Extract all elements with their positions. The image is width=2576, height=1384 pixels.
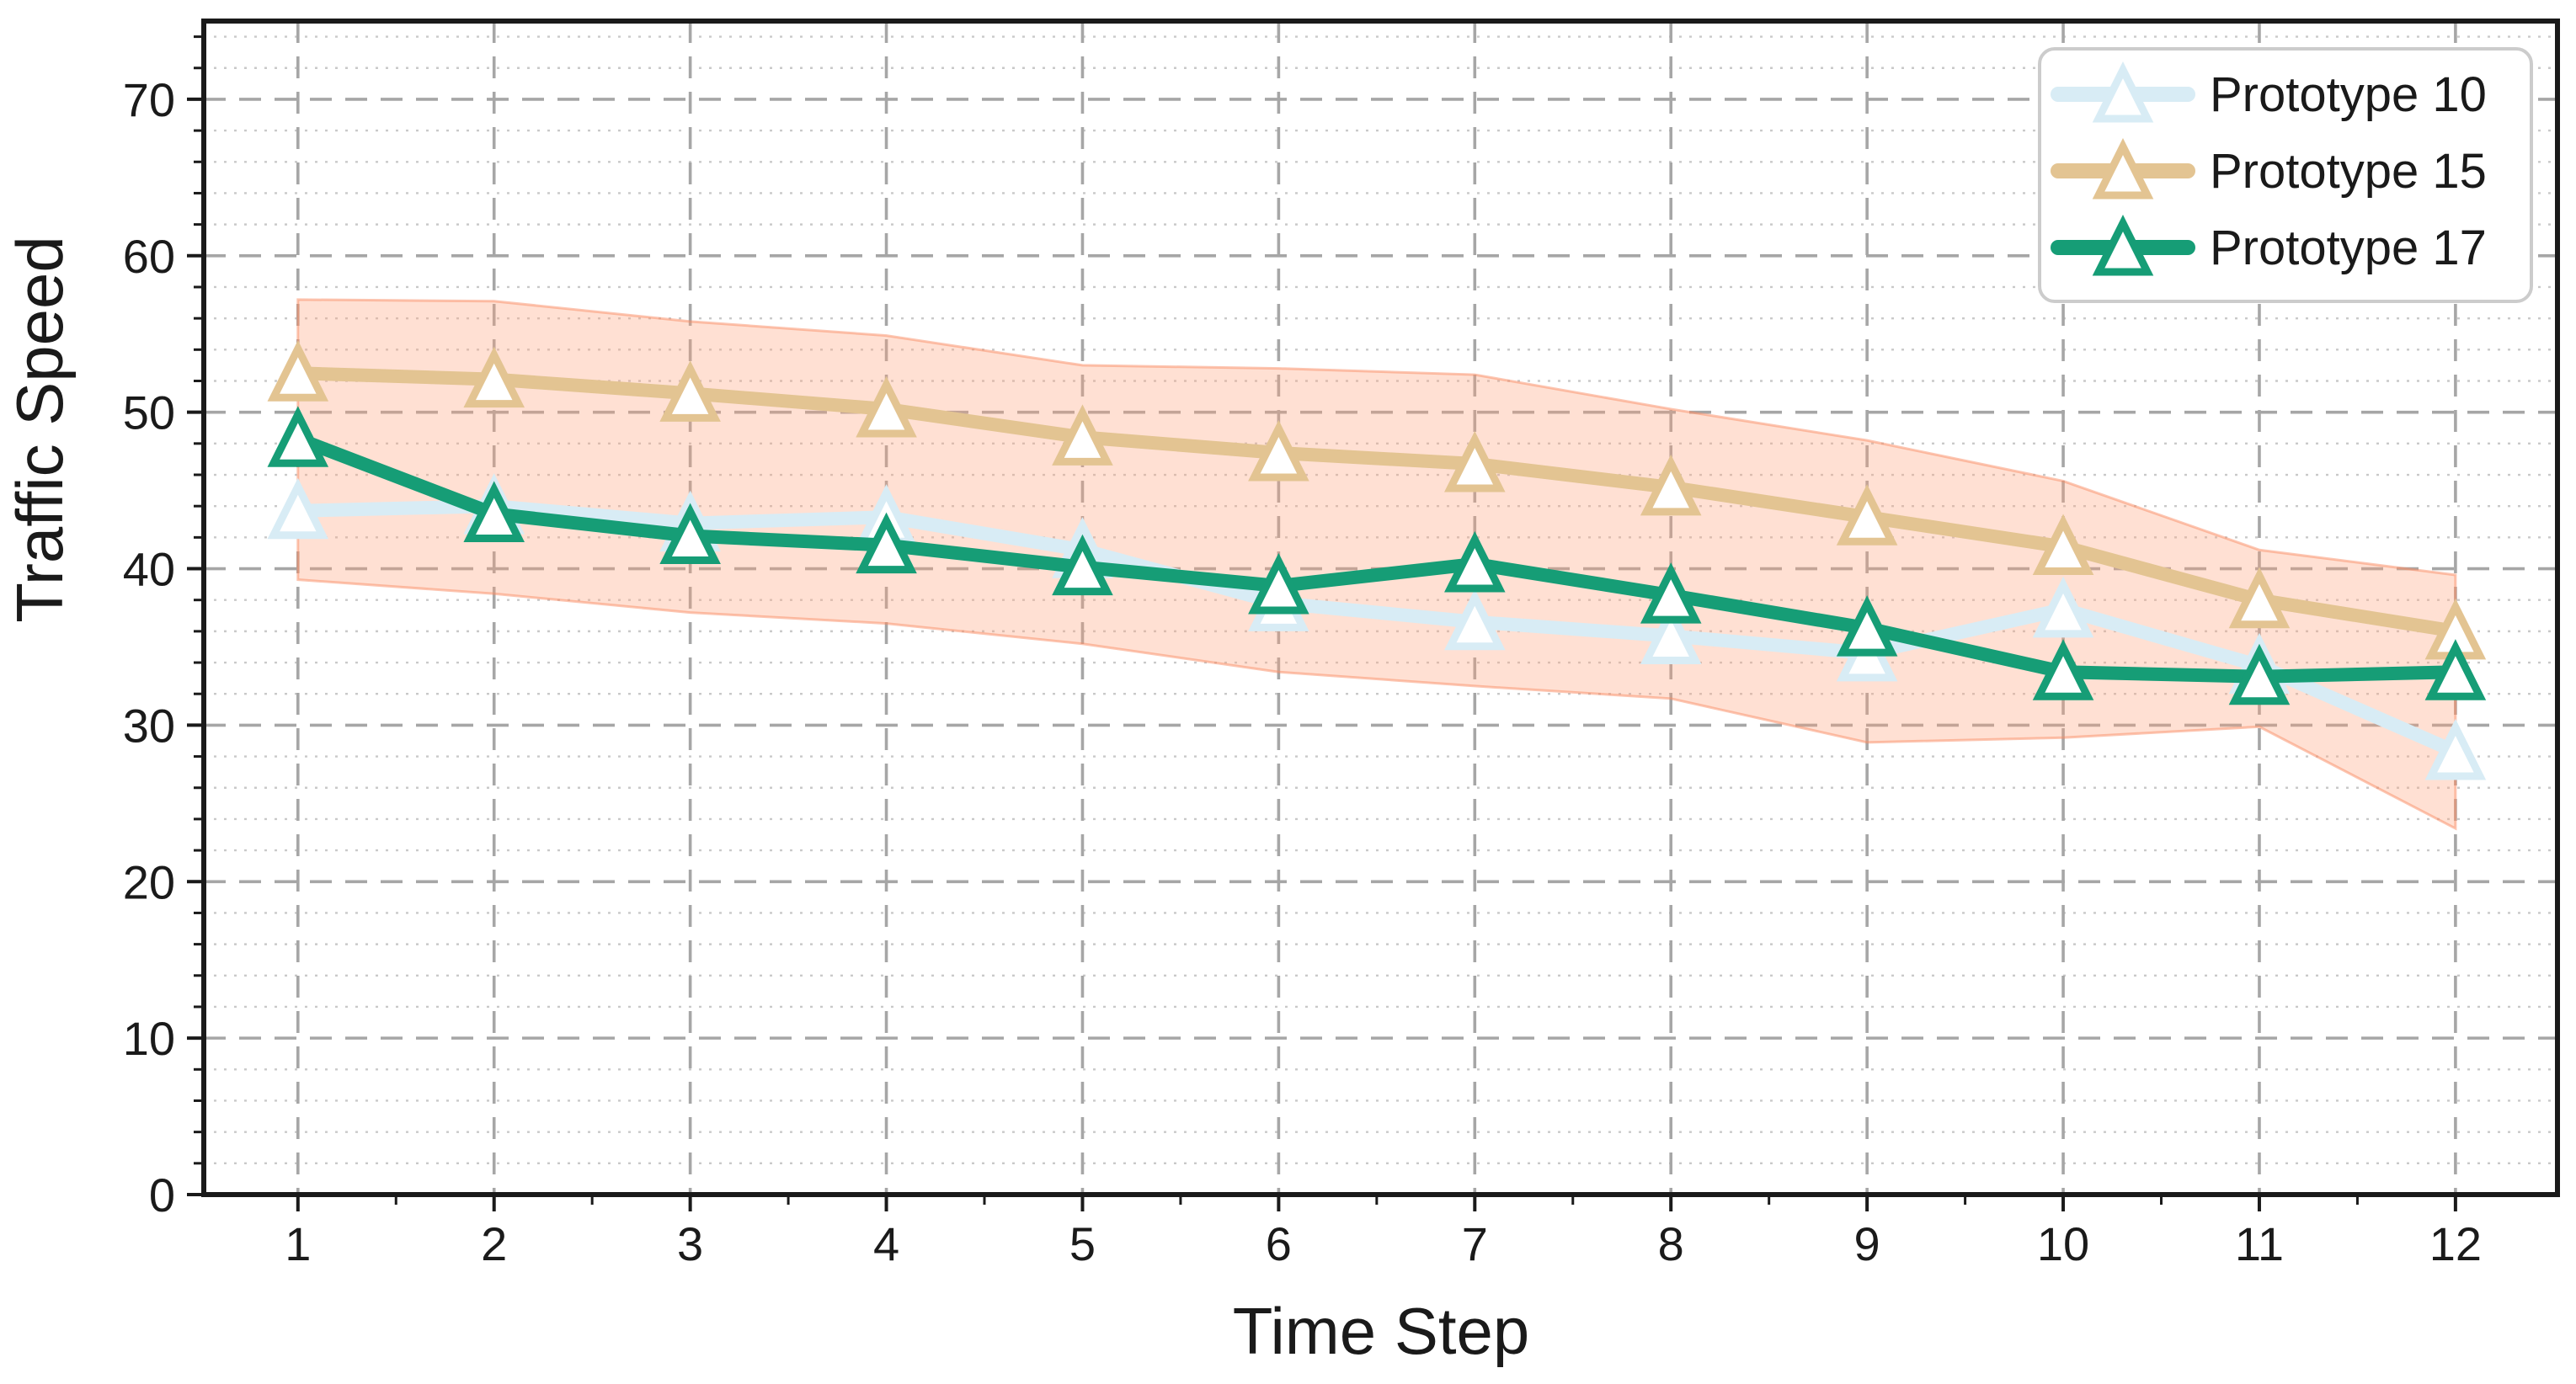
series-prototype-15 xyxy=(267,340,2487,660)
series-prototype-10 xyxy=(267,473,2487,780)
data-point-marker xyxy=(1444,588,1506,651)
legend: Prototype 10 Prototype 15 Prototype 17 xyxy=(2038,47,2533,303)
data-point-marker xyxy=(1052,404,1113,466)
x-tick-label: 2 xyxy=(481,1217,507,1270)
x-tick-label: 10 xyxy=(2037,1217,2089,1270)
data-point-marker xyxy=(659,503,721,565)
y-tick-label: 50 xyxy=(123,386,175,439)
legend-item: Prototype 10 xyxy=(2051,61,2487,123)
data-point-marker xyxy=(267,477,329,540)
x-tick-label: 4 xyxy=(873,1217,899,1270)
data-point-marker xyxy=(1836,595,1898,657)
data-point-marker xyxy=(1248,552,1309,615)
data-point-marker xyxy=(856,512,917,574)
y-tick-label: 20 xyxy=(123,855,175,908)
legend-box xyxy=(2038,47,2533,303)
data-series xyxy=(267,340,2487,780)
data-point-marker xyxy=(2092,137,2154,200)
legend-label: Prototype 15 xyxy=(2210,144,2487,199)
std-band xyxy=(296,298,2457,831)
y-axis-label: Traffic Speed xyxy=(3,236,77,623)
data-point-marker xyxy=(2032,514,2094,576)
data-point-marker xyxy=(2032,639,2094,700)
series-line xyxy=(291,499,2462,759)
axis-ticks xyxy=(187,35,2457,1211)
data-point-marker xyxy=(2424,718,2487,780)
series-line xyxy=(291,432,2462,684)
data-point-marker xyxy=(1640,562,1702,624)
legend-label: Prototype 17 xyxy=(2210,221,2487,275)
series-prototype-17 xyxy=(267,406,2487,705)
data-point-marker xyxy=(2228,567,2291,629)
x-tick-label: 1 xyxy=(285,1217,311,1270)
data-point-marker xyxy=(463,346,525,408)
legend-item: Prototype 17 xyxy=(2051,214,2487,276)
data-point-marker xyxy=(2092,214,2154,276)
data-point-marker xyxy=(1052,534,1113,596)
uncertainty-band xyxy=(296,298,2457,831)
data-point-marker xyxy=(267,340,329,402)
plot-frame xyxy=(201,19,2560,1197)
data-point-marker xyxy=(1444,530,1506,593)
series-line xyxy=(291,366,2462,638)
y-tick-label: 40 xyxy=(123,543,175,596)
x-tick-label: 11 xyxy=(2235,1217,2284,1270)
data-point-marker xyxy=(856,375,917,438)
y-tick-label: 30 xyxy=(123,699,175,752)
data-point-marker xyxy=(1248,419,1309,482)
x-tick-label: 6 xyxy=(1266,1217,1292,1270)
x-tick-label: 9 xyxy=(1854,1217,1880,1270)
legend-label: Prototype 10 xyxy=(2210,67,2487,122)
data-point-marker xyxy=(1640,603,1702,664)
data-point-marker xyxy=(2228,643,2291,705)
legend-item: Prototype 15 xyxy=(2051,137,2487,200)
data-point-marker xyxy=(1640,454,1702,516)
y-tick-label: 0 xyxy=(149,1168,175,1222)
data-point-marker xyxy=(1444,430,1506,492)
y-tick-label: 10 xyxy=(123,1012,175,1065)
data-point-marker xyxy=(267,406,329,467)
x-tick-label: 12 xyxy=(2429,1217,2482,1270)
data-point-marker xyxy=(2424,639,2487,700)
x-tick-label: 8 xyxy=(1658,1217,1684,1270)
y-tick-label: 60 xyxy=(123,230,175,283)
x-tick-label: 5 xyxy=(1069,1217,1096,1270)
x-axis-label: Time Step xyxy=(1233,1294,1530,1368)
x-tick-label: 3 xyxy=(677,1217,703,1270)
data-point-marker xyxy=(659,360,721,422)
data-point-marker xyxy=(2092,61,2154,123)
y-tick-label: 70 xyxy=(123,73,175,126)
data-point-marker xyxy=(1836,484,1898,546)
data-point-marker xyxy=(463,481,525,542)
x-tick-label: 7 xyxy=(1462,1217,1488,1270)
data-point-marker xyxy=(2032,576,2094,638)
